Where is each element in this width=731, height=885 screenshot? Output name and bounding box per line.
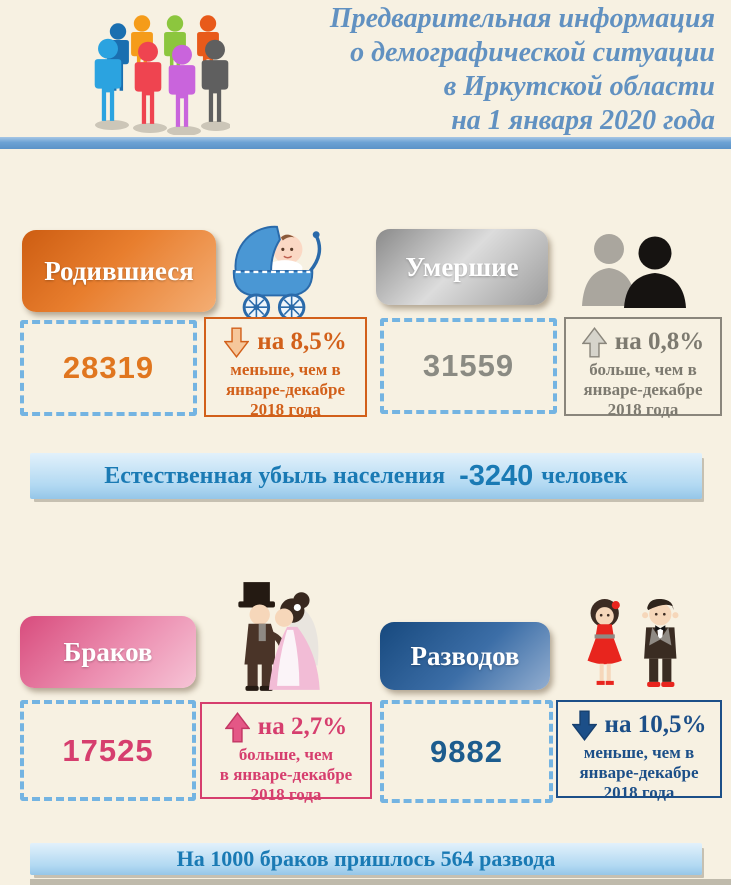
marriages-badge-label: Браков (63, 636, 153, 667)
bottom-strip (30, 879, 731, 885)
births-note-line: январе-декабре (225, 380, 346, 399)
marriages-note-percent: на 2,7% (257, 713, 348, 740)
decline-value: -3240 (459, 459, 534, 492)
deaths-badge-label: Умершие (405, 251, 519, 282)
title-line: в Иркутской области (443, 71, 715, 102)
marriages-note-line: больше, чем (238, 745, 334, 764)
marriages-note-line: в январе-декабре (219, 765, 353, 784)
deaths-note-box: на 0,8% больше, чем в январе-декабре 201… (564, 317, 722, 419)
deaths-value: 31559 (422, 348, 515, 383)
births-note-line: меньше, чем в (230, 360, 341, 379)
arrow-up-icon (224, 711, 250, 742)
births-value-box: 28319 (20, 320, 197, 416)
decline-unit: человек (541, 462, 628, 489)
divorces-value-box: 9882 (380, 700, 553, 803)
marriages-value: 17525 (62, 732, 154, 768)
divorces-note-line: меньше, чем в (583, 743, 695, 762)
divorces-value: 9882 (430, 733, 503, 769)
persons-silhouette-icon (582, 234, 686, 308)
ratio-text: На 1000 браков пришлось 564 развода (176, 846, 556, 871)
natural-decline-banner: Естественная убыль населения -3240 челов… (30, 453, 702, 499)
births-note-box: на 8,5% меньше, чем в январе-декабре 201… (204, 317, 367, 419)
marriages-note-box: на 2,7% больше, чем в январе-декабре 201… (200, 702, 372, 804)
marriages-badge: Браков (20, 616, 196, 688)
births-badge: Родившиеся (22, 230, 216, 312)
deaths-badge: Умершие (376, 229, 548, 305)
arrow-down-icon (571, 710, 597, 741)
births-value: 28319 (62, 350, 155, 385)
title-line: Предварительная информация (329, 3, 715, 34)
marriages-note-line: 2018 года (250, 785, 322, 804)
wedding-couple-icon (238, 582, 320, 691)
baby-carriage-icon (232, 225, 322, 321)
deaths-note-line: январе-декабре (583, 380, 703, 399)
people-group-icon (94, 15, 230, 135)
arrow-up-icon (581, 326, 607, 357)
marriages-value-box: 17525 (20, 700, 196, 801)
births-note-line: 2018 года (250, 400, 321, 419)
page-title: Предварительная информация о демографиче… (330, 2, 715, 138)
deaths-note-percent: на 0,8% (614, 328, 705, 355)
deaths-note-line: больше, чем в (589, 360, 697, 379)
arrow-down-icon (224, 327, 250, 358)
divorces-badge: Разводов (380, 622, 550, 690)
divorces-note-line: 2018 года (603, 783, 675, 802)
births-note-percent: на 8,5% (257, 328, 347, 355)
divorces-note-percent: на 10,5% (604, 711, 707, 738)
title-line: на 1 января 2020 года (451, 105, 715, 136)
divorces-badge-label: Разводов (410, 640, 520, 671)
deaths-note-line: 2018 года (607, 400, 679, 419)
divider-bar (0, 137, 731, 149)
decline-label: Естественная убыль населения (104, 462, 446, 489)
divorces-note-box: на 10,5% меньше, чем в январе-декабре 20… (556, 700, 722, 802)
deaths-value-box: 31559 (380, 318, 557, 414)
title-line: о демографической ситуации (350, 37, 715, 68)
divorced-couple-icon (587, 598, 679, 687)
ratio-banner: На 1000 браков пришлось 564 развода (30, 843, 702, 875)
births-badge-label: Родившиеся (44, 255, 194, 286)
divorces-note-line: январе-декабре (579, 763, 699, 782)
